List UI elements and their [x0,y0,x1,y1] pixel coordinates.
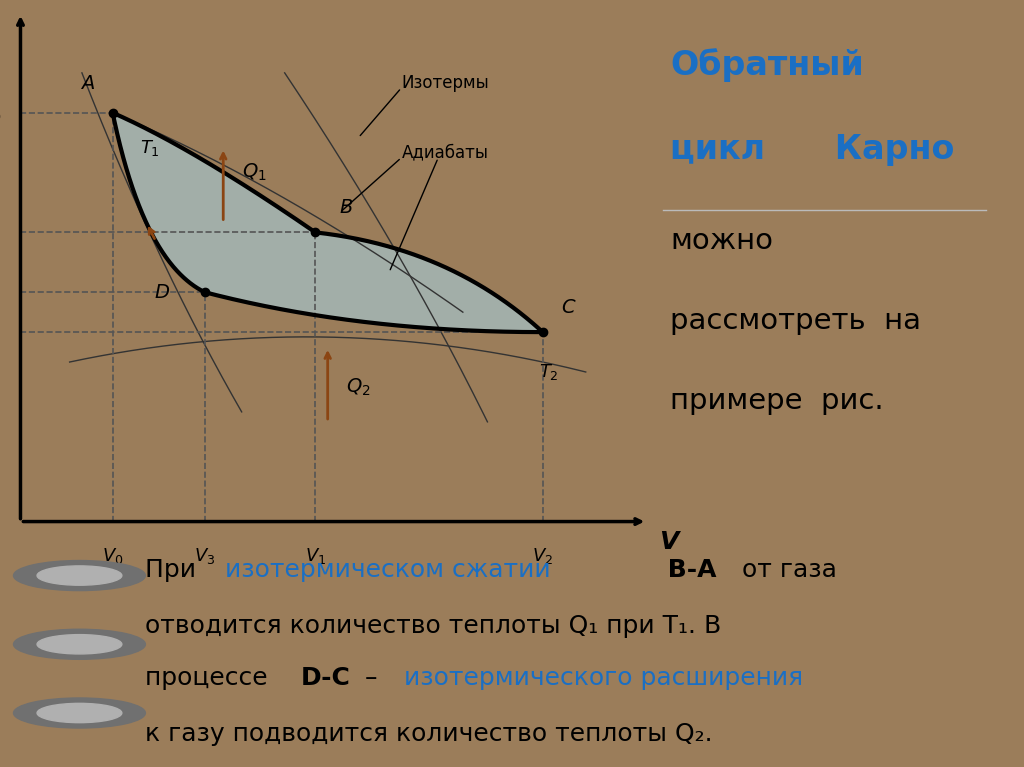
Text: отводится количество теплоты Q₁ при T₁. В: отводится количество теплоты Q₁ при T₁. … [145,614,722,638]
Circle shape [37,703,122,723]
Text: можно: можно [670,228,773,255]
Text: примере  рис.: примере рис. [670,387,884,415]
Text: изотермическом сжатии: изотермическом сжатии [225,558,551,582]
Text: $P_2$: $P_2$ [0,322,2,342]
Circle shape [37,566,122,585]
Text: D-C: D-C [301,666,351,690]
Text: C: C [561,298,574,318]
Text: $P_1$: $P_1$ [0,222,2,242]
Text: $T_2$: $T_2$ [539,362,559,382]
Text: Обратный: Обратный [670,48,864,82]
Polygon shape [113,113,543,332]
Text: –: – [357,666,386,690]
Text: $V_1$: $V_1$ [305,546,326,567]
Text: $V_3$: $V_3$ [195,546,215,567]
Text: B-A: B-A [658,558,717,582]
Text: B: B [340,199,353,218]
Text: $V_0$: $V_0$ [101,546,124,567]
Text: рассмотреть  на: рассмотреть на [670,307,922,335]
Text: $Q_1$: $Q_1$ [242,162,266,183]
Circle shape [13,629,145,660]
Text: к газу подводится количество теплоты Q₂.: к газу подводится количество теплоты Q₂. [145,722,713,746]
Text: $Q_2$: $Q_2$ [346,377,371,397]
Text: A: A [81,74,95,93]
Text: $P_0$: $P_0$ [0,103,2,123]
Circle shape [13,561,145,591]
Text: цикл      Карно: цикл Карно [670,133,954,166]
Text: от газа: от газа [734,558,837,582]
Text: $P_3$: $P_3$ [0,282,2,302]
Circle shape [13,698,145,728]
Text: изотермического расширения: изотермического расширения [404,666,804,690]
Text: процессе: процессе [145,666,276,690]
Circle shape [37,634,122,654]
Text: $T_1$: $T_1$ [139,137,160,158]
Text: V: V [659,529,679,554]
Text: P: P [0,0,11,8]
Text: Адиабаты: Адиабаты [401,143,488,162]
Text: При: При [145,558,205,582]
Text: D: D [155,283,169,301]
Text: Изотермы: Изотермы [401,74,489,92]
Text: $V_2$: $V_2$ [532,546,553,567]
